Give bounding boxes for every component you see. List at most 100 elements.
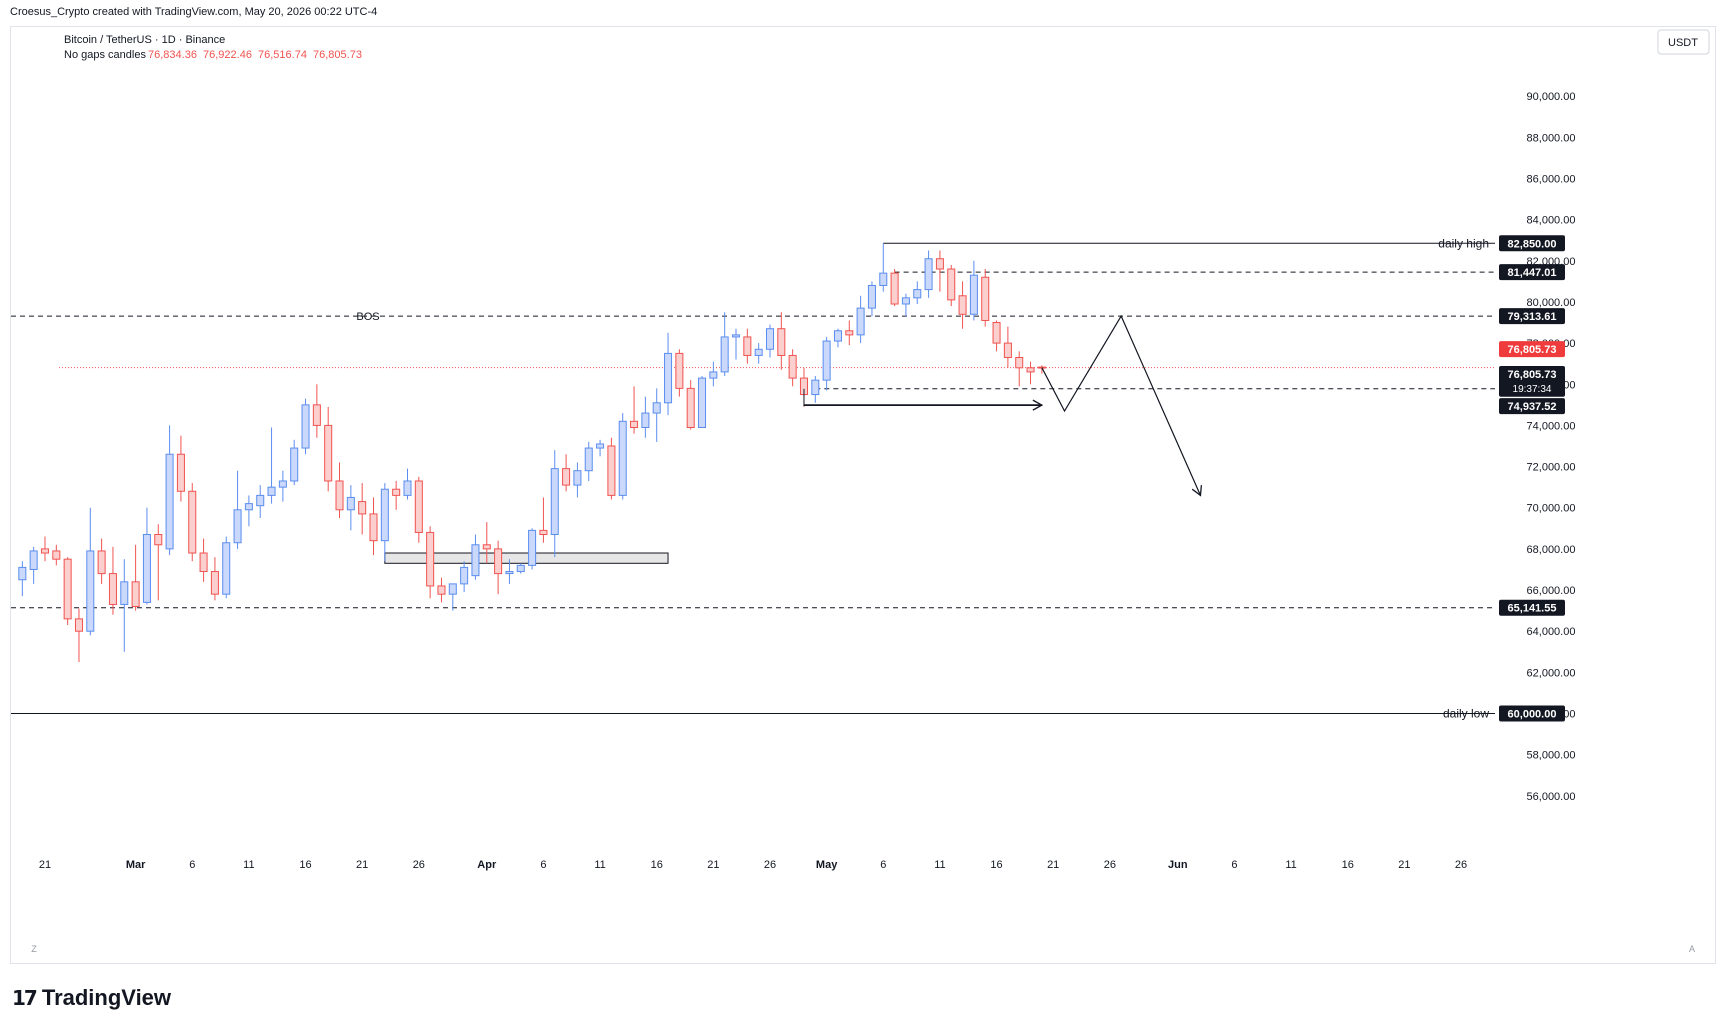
x-tick-label: 6 bbox=[1231, 859, 1237, 871]
candle-body bbox=[845, 330, 854, 336]
countdown-tag-bg bbox=[1499, 365, 1565, 396]
y-tick-label: 66,000.00 bbox=[1527, 585, 1576, 597]
candle-body bbox=[426, 531, 435, 587]
candle-body bbox=[1026, 367, 1035, 373]
candle-body bbox=[788, 354, 797, 379]
tradingview-logo-text: TradingView bbox=[41, 985, 172, 1010]
y-tick-label: 74,000.00 bbox=[1527, 420, 1576, 432]
x-tick-label: 21 bbox=[707, 859, 719, 871]
x-tick-label: Apr bbox=[477, 859, 497, 871]
candle-body bbox=[698, 377, 707, 428]
candle-body bbox=[312, 404, 321, 426]
candle-body bbox=[154, 533, 163, 546]
price-level-tag-bg bbox=[1499, 398, 1565, 415]
candle-body bbox=[131, 581, 140, 608]
candle-body bbox=[52, 550, 61, 560]
candle-body bbox=[380, 488, 389, 542]
y-tick-label: 88,000.00 bbox=[1527, 132, 1576, 144]
price-level-tag: 74,937.52 bbox=[1508, 401, 1557, 413]
candle-body bbox=[505, 571, 514, 575]
chart-frame[interactable]: daily high BOS daily low 90,000.00 88,000.0… bbox=[10, 26, 1716, 964]
candlestick-chart[interactable]: daily high BOS daily low 90,000.00 88,000.0… bbox=[11, 27, 1717, 965]
legend-candle-type: No gaps candles bbox=[64, 49, 146, 61]
candle-body bbox=[743, 336, 752, 356]
candle-body bbox=[86, 550, 95, 632]
x-tick-label: 6 bbox=[540, 859, 546, 871]
candle-body bbox=[403, 480, 412, 496]
candle-body bbox=[278, 480, 287, 488]
candle-body bbox=[947, 268, 956, 301]
price-levels-layer: daily high BOS daily low bbox=[11, 236, 1495, 721]
y-tick-label: 56,000.00 bbox=[1527, 791, 1576, 803]
candle-body bbox=[346, 496, 355, 511]
candle-body bbox=[777, 328, 786, 356]
tradingview-logo-icon: 𝟭𝟳 bbox=[12, 987, 38, 1010]
candles-layer bbox=[18, 243, 1046, 663]
legend-open: 76,834.36 bbox=[148, 49, 197, 61]
candle-body bbox=[210, 571, 219, 595]
price-level-tag-bg bbox=[1499, 235, 1565, 252]
candle-body bbox=[1003, 342, 1012, 359]
candle-body bbox=[233, 509, 242, 544]
candle-body bbox=[199, 552, 208, 573]
x-tick-label: Jun bbox=[1168, 859, 1188, 871]
candle-body bbox=[822, 340, 831, 381]
x-tick-label: 21 bbox=[1047, 859, 1059, 871]
x-tick-label: 6 bbox=[189, 859, 195, 871]
candle-body bbox=[516, 564, 525, 573]
candle-body bbox=[652, 402, 661, 414]
candle-body bbox=[765, 328, 775, 350]
legend-high: 76,922.46 bbox=[203, 49, 252, 61]
candle-body bbox=[40, 548, 49, 554]
x-tick-label: May bbox=[816, 859, 838, 871]
candle-body bbox=[494, 548, 503, 575]
x-tick-label: 11 bbox=[934, 859, 945, 871]
candle-body bbox=[176, 453, 185, 492]
x-tick-label: 11 bbox=[1285, 859, 1296, 871]
y-tick-label: 70,000.00 bbox=[1527, 503, 1576, 515]
candle-body bbox=[324, 424, 333, 482]
axis-corner-right[interactable]: A bbox=[1689, 944, 1695, 954]
candle-body bbox=[924, 258, 933, 291]
candle-body bbox=[471, 544, 480, 577]
candle-body bbox=[97, 550, 106, 575]
price-level-tag: 79,313.61 bbox=[1508, 311, 1557, 323]
candle-body bbox=[414, 480, 423, 533]
candle-body bbox=[731, 334, 741, 338]
price-level-tag-bg bbox=[1499, 599, 1565, 616]
candle-body bbox=[369, 513, 378, 542]
candle-body bbox=[63, 558, 72, 620]
price-level-tag-bg bbox=[1499, 264, 1565, 281]
legend-low: 76,516.74 bbox=[258, 49, 307, 61]
bos-label: BOS bbox=[356, 311, 379, 323]
countdown-tag: 76,805.73 bbox=[1508, 369, 1557, 381]
candle-body bbox=[244, 503, 253, 511]
currency-button[interactable]: USDT bbox=[1657, 29, 1710, 55]
x-tick-label: 26 bbox=[1104, 859, 1116, 871]
candle-body bbox=[981, 276, 990, 321]
candle-body bbox=[108, 573, 117, 605]
candle-body bbox=[686, 387, 695, 428]
legend-symbol: Bitcoin / TetherUS · 1D · Binance bbox=[64, 34, 225, 46]
tradingview-logo[interactable]: 𝟭𝟳 TradingView bbox=[12, 985, 171, 1011]
candle-body bbox=[482, 544, 491, 550]
y-tick-label: 68,000.00 bbox=[1527, 544, 1576, 556]
x-tick-label: 16 bbox=[651, 859, 663, 871]
candle-body bbox=[18, 566, 27, 581]
axis-corner-left[interactable]: Z bbox=[31, 944, 37, 954]
x-tick-label: Mar bbox=[126, 859, 146, 871]
candle-body bbox=[29, 550, 38, 570]
candle-body bbox=[584, 447, 593, 472]
candle-body bbox=[358, 501, 367, 515]
y-tick-label: 62,000.00 bbox=[1527, 667, 1576, 679]
x-tick-label: 11 bbox=[243, 859, 254, 871]
countdown-tag-sub: 19:37:34 bbox=[1513, 384, 1552, 395]
candle-body bbox=[290, 447, 299, 482]
candle-body bbox=[890, 272, 899, 305]
y-tick-label: 90,000.00 bbox=[1527, 91, 1576, 103]
candle-body bbox=[958, 295, 967, 315]
drawings-layer bbox=[803, 314, 1203, 497]
candle-body bbox=[562, 468, 571, 486]
candle-body bbox=[754, 348, 763, 356]
candle-body bbox=[811, 379, 820, 396]
